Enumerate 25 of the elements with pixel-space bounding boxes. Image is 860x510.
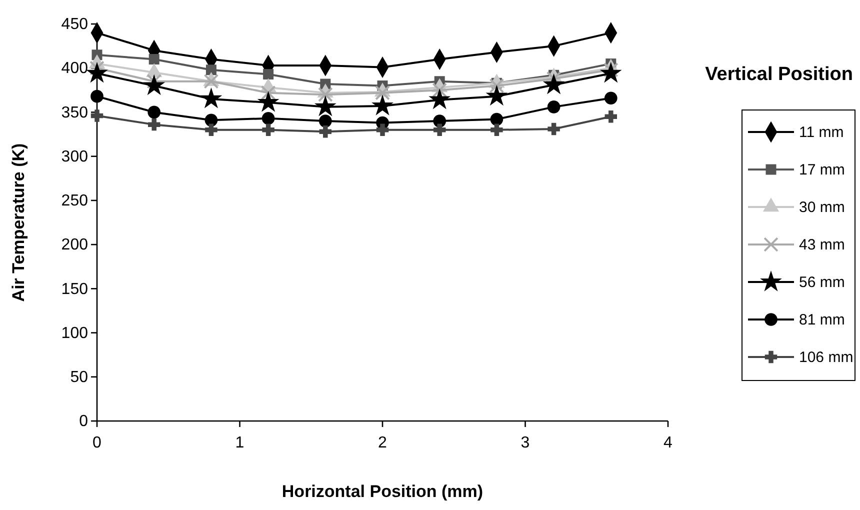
y-tick-label: 200 bbox=[61, 236, 88, 254]
legend-label: 11 mm bbox=[799, 124, 844, 141]
legend-label: 106 mm bbox=[799, 349, 854, 366]
legend-label: 30 mm bbox=[799, 199, 845, 216]
legend-title: Vertical Position bbox=[705, 64, 853, 85]
y-tick-label: 350 bbox=[61, 104, 88, 122]
y-tick-label: 300 bbox=[61, 148, 88, 166]
y-tick-label: 450 bbox=[61, 16, 88, 34]
legend-label: 17 mm bbox=[799, 162, 845, 178]
legend-label: 81 mm bbox=[799, 312, 845, 328]
legend-label: 56 mm bbox=[799, 274, 845, 291]
y-tick-label: 100 bbox=[61, 324, 88, 342]
legend-label: 43 mm bbox=[799, 236, 845, 254]
x-tick-label: 1 bbox=[235, 434, 244, 452]
x-axis-title: Horizontal Position (mm) bbox=[282, 482, 484, 501]
x-tick-label: 0 bbox=[92, 434, 102, 452]
y-tick-label: 0 bbox=[79, 413, 88, 430]
x-tick-label: 3 bbox=[520, 434, 530, 452]
y-tick-label: 250 bbox=[61, 192, 88, 210]
y-axis-title: Air Temperature (K) bbox=[9, 143, 28, 302]
y-tick-label: 150 bbox=[61, 280, 88, 298]
x-tick-label: 2 bbox=[378, 434, 388, 452]
y-tick-label: 50 bbox=[70, 369, 88, 386]
y-tick-label: 400 bbox=[61, 60, 88, 78]
x-tick-label: 4 bbox=[664, 434, 673, 452]
